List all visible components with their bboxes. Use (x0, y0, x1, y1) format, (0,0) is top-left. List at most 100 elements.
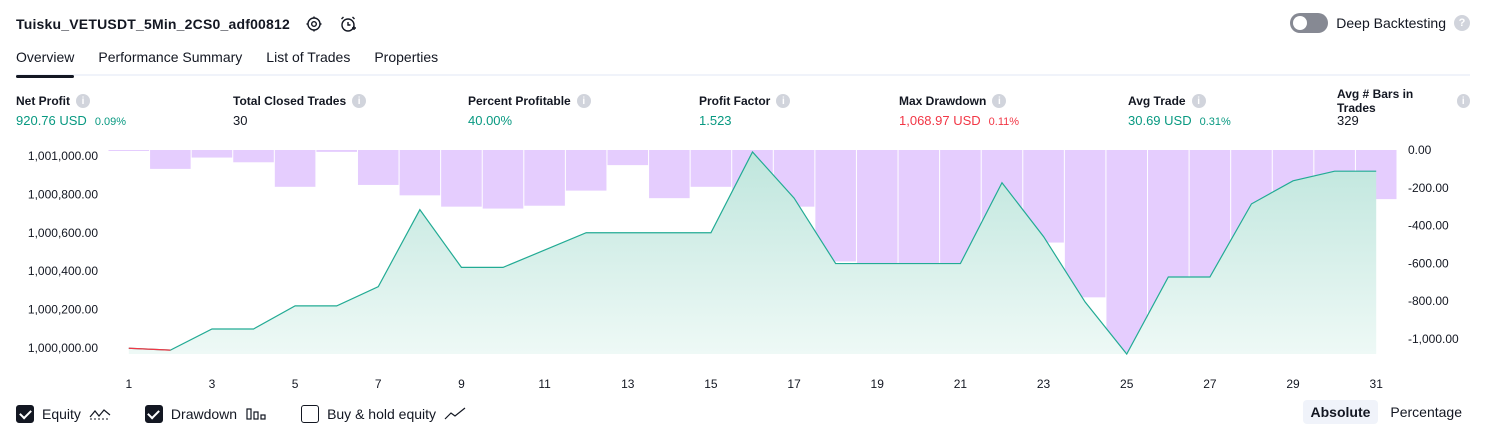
legend-equity-label: Equity (42, 406, 81, 422)
drawdown-bar (649, 150, 690, 199)
x-tick-label: 23 (1037, 377, 1051, 390)
drawdown-bar (482, 150, 524, 209)
metric-percent: 0.31% (1199, 116, 1231, 128)
metric-percent: 0.11% (988, 116, 1020, 128)
y-left-tick-label: 1,000,600.00 (28, 226, 98, 240)
y-right-tick-label: -200.00 (1408, 181, 1449, 195)
metric-value: 40.00% (468, 113, 513, 128)
metric-profit-factor: Profit Factor i 1.523 (699, 93, 791, 128)
drawdown-bar (108, 150, 150, 151)
help-icon[interactable]: ? (1454, 15, 1470, 31)
drawdown-bar (150, 150, 191, 169)
metric-label: Profit Factor (699, 94, 771, 108)
metric-max-drawdown: Max Drawdown i 1,068.97 USD 0.11% (899, 93, 1019, 128)
metric-value: 920.76 USD (16, 113, 87, 128)
tab-list-of-trades[interactable]: List of Trades (266, 49, 351, 65)
equity-line-icon (89, 409, 111, 420)
legend-drawdown[interactable]: Drawdown (144, 405, 267, 423)
x-tick-label: 11 (538, 377, 551, 390)
tab-properties[interactable]: Properties (374, 49, 439, 65)
metric-label: Percent Profitable (468, 94, 571, 108)
x-tick-label: 27 (1203, 377, 1217, 390)
legend-buy-hold-label: Buy & hold equity (327, 406, 437, 422)
tab-bar: Overview Performance Summary List of Tra… (16, 46, 1470, 78)
info-icon[interactable]: i (76, 94, 90, 108)
metric-total-closed-trades: Total Closed Trades i 30 (233, 93, 367, 128)
chart-legend: Equity Drawdown Buy & hold equity (16, 404, 466, 424)
info-icon[interactable]: i (576, 94, 591, 108)
metric-avg-bars: Avg # Bars in Trades i 329 (1337, 87, 1470, 128)
info-icon[interactable]: i (352, 94, 367, 108)
metric-value: 30.69 USD (1128, 113, 1192, 128)
metric-percent-profitable: Percent Profitable i 40.00% (468, 93, 591, 128)
tab-performance-summary[interactable]: Performance Summary (98, 49, 243, 65)
x-tick-label: 13 (621, 377, 635, 390)
drawdown-bar (441, 150, 482, 207)
x-tick-label: 1 (125, 377, 132, 390)
drawdown-bar (565, 150, 607, 191)
gear-icon[interactable] (304, 14, 324, 34)
legend-drawdown-label: Drawdown (170, 406, 238, 422)
drawdown-bar (690, 150, 732, 187)
x-tick-label: 25 (1120, 377, 1134, 390)
equity-area (128, 151, 1377, 354)
x-tick-label: 7 (375, 377, 382, 390)
scale-mode-toggle: Absolute Percentage (1302, 400, 1471, 424)
drawdown-bar (316, 150, 357, 152)
deep-backtesting: Deep Backtesting ? (1290, 13, 1470, 33)
drawdown-bar (856, 150, 898, 269)
alarm-add-icon[interactable] (338, 14, 358, 34)
metric-label: Total Closed Trades (233, 94, 347, 108)
y-left-tick-label: 1,000,400.00 (28, 264, 98, 278)
tab-overview[interactable]: Overview (16, 46, 75, 78)
metric-percent: 0.09% (94, 116, 127, 128)
metric-label: Max Drawdown (899, 94, 987, 108)
drawdown-bar (1064, 150, 1106, 298)
legend-buy-hold[interactable]: Buy & hold equity (301, 405, 466, 423)
y-left-tick-label: 1,000,200.00 (28, 303, 98, 317)
x-tick-label: 17 (787, 377, 801, 390)
metrics-row: Net Profit i 920.76 USD 0.09% Total Closed… (16, 87, 1470, 133)
equity-drawdown-chart[interactable]: 1,000,000.00 1,000,200.00 1,000,400.00 1,00… (0, 140, 1486, 390)
metric-label: Avg # Bars in Trades (1337, 87, 1414, 115)
metric-net-profit: Net Profit i 920.76 USD 0.09% (16, 93, 126, 128)
info-icon[interactable]: i (776, 94, 791, 108)
x-tick-label: 15 (704, 377, 718, 390)
drawdown-checkbox[interactable] (144, 405, 163, 423)
metric-label: Avg Trade (1128, 94, 1186, 108)
metric-avg-trade: Avg Trade i 30.69 USD 0.31% (1128, 93, 1231, 128)
drawdown-bar (191, 150, 233, 158)
y-right-tick-label: 0.00 (1408, 143, 1432, 157)
metric-value: 1,068.97 USD (899, 113, 981, 128)
x-tick-label: 29 (1286, 377, 1300, 390)
info-icon[interactable]: i (1456, 94, 1470, 108)
metric-value: 1.523 (699, 113, 732, 128)
drawdown-bar (898, 150, 940, 273)
info-icon[interactable]: i (992, 94, 1007, 108)
percentage-button[interactable]: Percentage (1390, 404, 1462, 420)
absolute-button[interactable]: Absolute (1302, 400, 1379, 424)
y-left-tick-label: 1,001,000.00 (28, 149, 98, 163)
buy-hold-checkbox[interactable] (301, 405, 320, 423)
strategy-header: Tuisku_VETUSDT_5Min_2CS0_adf00812 (16, 12, 358, 36)
drawdown-bar (233, 150, 274, 163)
y-right-tick-label: -600.00 (1408, 256, 1449, 270)
buy-hold-line-icon (444, 407, 466, 420)
strategy-name: Tuisku_VETUSDT_5Min_2CS0_adf00812 (16, 16, 291, 32)
metric-value: 30 (233, 113, 248, 128)
drawdown-bar (399, 150, 441, 196)
x-tick-label: 9 (458, 377, 465, 390)
drawdown-bar (607, 150, 649, 166)
equity-line (128, 150, 1377, 356)
equity-checkbox[interactable] (16, 405, 34, 423)
y-right-tick-label: -1,000.00 (1408, 332, 1459, 346)
drawdown-bar (524, 150, 565, 206)
x-tick-label: 31 (1370, 377, 1384, 390)
metric-label: Net Profit (16, 94, 70, 108)
deep-backtesting-toggle[interactable] (1290, 13, 1329, 33)
x-tick-label: 5 (292, 377, 299, 390)
legend-equity[interactable]: Equity (16, 405, 111, 423)
info-icon[interactable]: i (1191, 94, 1206, 108)
drawdown-bar (274, 150, 316, 187)
equity-loss-segment (128, 347, 171, 351)
